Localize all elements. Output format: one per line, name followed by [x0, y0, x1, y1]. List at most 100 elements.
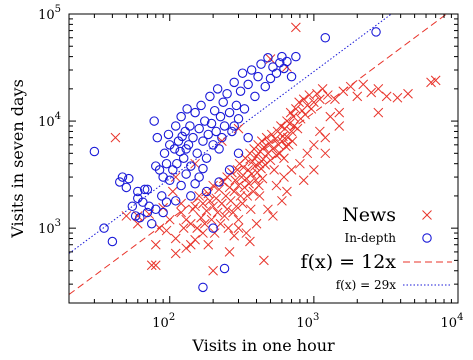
- in-depth-point: [208, 223, 218, 233]
- in-depth-point: [229, 77, 239, 88]
- news-point: [269, 165, 279, 175]
- news-point: [288, 111, 299, 122]
- news-point: [188, 204, 198, 215]
- in-depth-point: [144, 201, 154, 212]
- news-point: [170, 233, 181, 244]
- news-point: [190, 234, 200, 245]
- in-depth-point: [271, 68, 282, 78]
- news-point: [309, 165, 319, 175]
- in-depth-point: [263, 53, 273, 63]
- news-point: [199, 218, 210, 229]
- news-point: [110, 132, 121, 143]
- in-depth-point: [99, 223, 109, 233]
- in-depth-point: [172, 158, 182, 169]
- news-point: [309, 139, 319, 150]
- legend-label: In-depth: [344, 231, 396, 245]
- y-tick-exponent: 3: [55, 218, 61, 229]
- news-point: [247, 156, 258, 167]
- in-depth-point: [246, 65, 257, 75]
- news-point: [320, 148, 331, 159]
- y-tick-exponent: 4: [55, 111, 61, 122]
- in-depth-point: [170, 121, 181, 131]
- in-depth-point: [224, 165, 235, 175]
- in-depth-point: [243, 132, 253, 143]
- news-point: [314, 94, 325, 105]
- news-point: [325, 111, 336, 122]
- news-point: [217, 136, 227, 146]
- in-depth-point: [121, 182, 132, 193]
- news-point: [222, 204, 232, 215]
- in-depth-point: [181, 169, 191, 179]
- news-point: [366, 87, 377, 98]
- in-depth-point: [291, 51, 301, 62]
- news-point: [185, 218, 196, 229]
- in-depth-point: [124, 173, 134, 184]
- news-point: [190, 158, 200, 169]
- in-depth-point: [161, 197, 172, 207]
- in-depth-point: [177, 131, 187, 142]
- news-point: [334, 121, 345, 131]
- news-point: [245, 236, 255, 247]
- in-depth-point: [277, 51, 287, 62]
- news-point: [302, 148, 313, 159]
- news-point: [150, 260, 161, 271]
- in-depth-point: [209, 105, 220, 116]
- in-depth-point: [107, 236, 118, 247]
- in-depth-point: [200, 116, 210, 126]
- in-depth-point: [260, 81, 271, 92]
- y-tick-mantissa: 10: [38, 115, 55, 130]
- in-depth-point: [233, 114, 244, 124]
- news-point: [306, 104, 317, 114]
- plot-frame: [68, 13, 459, 304]
- news-point: [132, 218, 143, 229]
- news-point: [198, 198, 208, 209]
- news-point: [246, 169, 257, 179]
- in-depth-point: [196, 100, 206, 111]
- x-axis-label: Visits in one hour: [191, 336, 335, 355]
- news-point: [176, 207, 187, 218]
- in-depth-point: [159, 148, 170, 159]
- in-depth-point: [130, 211, 141, 221]
- x-tick-exponent: 4: [457, 312, 463, 323]
- news-point: [242, 191, 253, 201]
- news-point: [239, 182, 250, 193]
- in-depth-point: [190, 107, 200, 118]
- in-depth-point: [219, 121, 230, 131]
- in-depth-point: [139, 184, 150, 195]
- news-point: [164, 214, 175, 225]
- news-point: [259, 255, 269, 266]
- news-point: [229, 230, 240, 241]
- news-point: [285, 107, 296, 118]
- news-point: [309, 97, 319, 108]
- news-point: [233, 214, 244, 225]
- x-tick-mantissa: 10: [441, 316, 458, 331]
- news-point: [250, 161, 260, 171]
- in-depth-point: [206, 118, 217, 129]
- news-point: [298, 94, 309, 105]
- in-depth-point: [142, 207, 153, 218]
- news-point: [223, 223, 234, 234]
- news-point: [259, 142, 269, 153]
- news-point: [338, 86, 349, 97]
- news-point: [176, 198, 187, 209]
- news-point: [219, 211, 230, 221]
- news-point: [274, 148, 285, 159]
- news-point: [271, 150, 282, 161]
- y-axis-label: Visits in seven days: [8, 79, 27, 239]
- in-depth-point: [152, 132, 163, 143]
- news-point: [381, 91, 392, 102]
- news-point: [265, 155, 276, 166]
- y-tick-exponent: 5: [55, 4, 61, 15]
- x-tick-label: 104: [441, 312, 464, 331]
- news-point: [251, 151, 262, 162]
- in-depth-point: [201, 153, 212, 163]
- news-point: [287, 136, 298, 146]
- news-point: [254, 191, 265, 201]
- in-depth-point: [176, 111, 186, 122]
- in-depth-point: [156, 191, 167, 201]
- in-depth-point: [224, 107, 235, 118]
- news-point: [132, 211, 143, 221]
- news-point: [270, 134, 281, 144]
- in-depth-point: [151, 161, 161, 171]
